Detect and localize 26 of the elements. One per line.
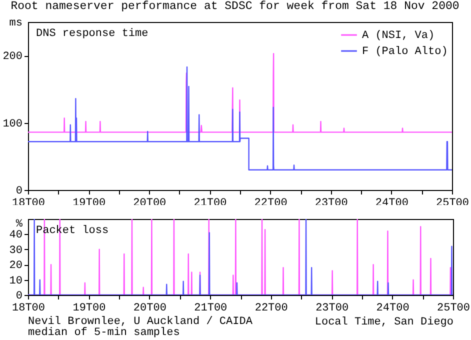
y-tick-label: 200 (2, 51, 22, 64)
legend-label: A (NSI, Va) (362, 30, 435, 42)
x-tick-label: 22T00 (254, 302, 288, 314)
x-tick-label: 21T00 (194, 302, 228, 314)
x-tick-label: 19T00 (72, 302, 106, 314)
y-tick-label: 30 (9, 244, 22, 257)
annotation: DNS response time (36, 28, 148, 40)
chart-title: Root nameserver performance at SDSC for week from Sat 18 Nov 2000 (10, 0, 460, 13)
x-tick-label: 24T00 (376, 302, 410, 314)
text: Nevil Brownlee, U Auckland / CAIDA (28, 316, 253, 328)
y-axis-title: % (16, 218, 23, 230)
x-tick-label: 18T00 (12, 302, 46, 314)
y-axis-title: ms (9, 18, 22, 30)
line-series (28, 66, 452, 170)
x-tick-label: 20T00 (133, 302, 166, 314)
y-tick-label: 0 (16, 186, 22, 198)
x-axis-title: Local Time, San Diego (314, 316, 454, 328)
y-tick-label: 0 (16, 290, 22, 302)
y-tick-label: 40 (9, 230, 22, 242)
x-tick-label: 25T00 (436, 302, 470, 314)
x-tick-label: 23T00 (316, 302, 349, 314)
text: median of 5-min samples (28, 327, 180, 339)
y-tick-label: 10 (9, 275, 22, 288)
legend-label: F (Palo Alto) (362, 46, 448, 58)
y-tick-label: 100 (2, 118, 22, 130)
y-tick-label: 20 (9, 260, 22, 272)
